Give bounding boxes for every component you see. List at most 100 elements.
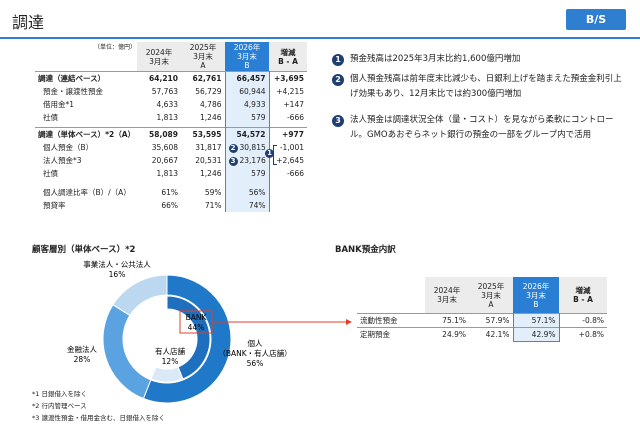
- outer-segment: [112, 274, 168, 317]
- row-label: 社債: [43, 169, 58, 178]
- row-label: 定期預金: [360, 330, 390, 340]
- column-header: 増減 B - A: [559, 277, 607, 314]
- marker: 3: [228, 156, 238, 166]
- label-line: 12%: [162, 357, 179, 366]
- value: +4,215: [276, 87, 304, 96]
- table-row: 社債 1,813 1,246 579 -666: [35, 167, 307, 180]
- segment-label: BANK 44%: [186, 313, 208, 332]
- value: 20,531: [195, 156, 222, 165]
- rule: [0, 37, 640, 39]
- table-row: 預金・譲渡性預金 57,763 56,729 60,944 +4,215: [35, 85, 307, 98]
- cell: 66,457: [224, 71, 270, 85]
- cell: +147: [269, 98, 307, 111]
- note-marker: 1: [332, 54, 344, 66]
- cell: 74%: [224, 199, 270, 212]
- note: 3 法人預金は調達状況全体（量・コスト）を見ながら柔軟にコントロール。GMOあおぞ…: [332, 113, 630, 143]
- table-row: 法人預金*3 20,667 20,531 3 23,176 +2,645: [35, 154, 307, 167]
- cell: -666: [269, 167, 307, 180]
- value: 31,817: [195, 143, 222, 152]
- table-row: 借用金*1 4,633 4,786 4,933 +147: [35, 98, 307, 111]
- row-label: 預金・譲渡性預金: [43, 87, 103, 96]
- segment-label: 個人（BANK・有人店舗） 56%: [218, 338, 291, 368]
- cell: 56%: [224, 186, 270, 199]
- title: 調達: [12, 13, 45, 32]
- cell: 59%: [181, 186, 225, 199]
- value: +977: [282, 130, 304, 139]
- cell: 579: [224, 167, 270, 180]
- cell: +4,215: [269, 85, 307, 98]
- row-label: 調達（単体ベース）*2（A）: [35, 127, 137, 141]
- value: 66,457: [236, 74, 266, 83]
- cell: 60,944: [224, 85, 270, 98]
- spacer: [35, 180, 307, 186]
- value: 1,246: [200, 169, 222, 178]
- cell: 64,210: [137, 71, 181, 85]
- header-row: （単位：億円） 2024年 3月末 2025年 3月末 A 2026年 3月末 B 増減…: [35, 42, 307, 72]
- value: 4,933: [244, 100, 266, 109]
- value: 66%: [161, 201, 178, 210]
- footnote: *3 譲渡性預金・借用金含む、日銀借入を除く: [32, 414, 165, 422]
- value: 4,786: [200, 100, 222, 109]
- spacer-cell: [224, 180, 270, 186]
- cell: 1,813: [137, 167, 181, 180]
- header-row: 2024年 3月末 2025年 3月末 A 2026年 3月末 B 増減 B - A: [357, 277, 607, 314]
- cell: 4,933: [224, 98, 270, 111]
- note-marker: 3: [332, 115, 344, 127]
- cell: 53,595: [181, 127, 225, 141]
- label-line: 16%: [109, 270, 126, 279]
- column-header: 2024年 3月末: [425, 277, 469, 314]
- column-header: 増減 B - A: [269, 42, 307, 72]
- row-label: 預貸率: [43, 201, 66, 210]
- label-line: 44%: [188, 323, 205, 332]
- value: 71%: [204, 201, 222, 210]
- label-line: BANK: [186, 313, 208, 322]
- cell: 75.1%: [442, 316, 466, 325]
- note: 1 預金残高は2025年3月末比約1,600億円増加: [332, 52, 630, 67]
- cell: 3 23,176: [224, 154, 270, 167]
- value: 1,813: [156, 113, 178, 122]
- table-row: 個人預金（B） 35,608 31,817 2 30,815 -1,001: [35, 141, 307, 154]
- value: 30,815: [239, 142, 266, 152]
- cell: 579: [224, 111, 270, 124]
- value: +3,695: [273, 74, 304, 83]
- value: -666: [286, 169, 304, 178]
- donut-title: 顧客層別（単体ベース）*2: [32, 245, 136, 255]
- value: 56%: [248, 188, 266, 197]
- cell: 35,608: [137, 141, 181, 154]
- value: 62,761: [192, 74, 222, 83]
- value: 74%: [248, 201, 266, 210]
- cell: 57.9%: [485, 316, 510, 325]
- badge: B/S: [566, 9, 626, 30]
- value: 60,944: [239, 87, 266, 96]
- cell: -0.8%: [582, 316, 604, 325]
- outer-segment: [102, 304, 152, 400]
- column-header: 2025年 3月末 A: [469, 277, 513, 314]
- table-row: 調達（単体ベース）*2（A） 58,089 53,595 54,572 +977: [35, 127, 307, 141]
- value: +2,645: [276, 156, 304, 165]
- value: 35,608: [151, 143, 178, 152]
- row-label: 個人調達比率（B）/（A）: [43, 188, 131, 197]
- footnote: *2 行内管理ベース: [32, 402, 87, 410]
- value: 23,176: [239, 155, 266, 165]
- table-row: 個人調達比率（B）/（A） 61% 59% 56%: [35, 186, 307, 199]
- cell: 54,572: [224, 127, 270, 141]
- table-row: 預貸率 66% 71% 74%: [35, 199, 307, 212]
- segment-label: 金融法人 28%: [67, 344, 97, 364]
- cell: 1,246: [181, 111, 225, 124]
- cell: 4,633: [137, 98, 181, 111]
- value: 1,813: [156, 169, 178, 178]
- row-label: 調達（連結ベース）: [35, 71, 137, 85]
- label-line: 56%: [247, 359, 264, 368]
- cell: 1,813: [137, 111, 181, 124]
- value: 56,729: [195, 87, 222, 96]
- column-header: 2024年 3月末: [137, 42, 181, 72]
- cell: 56,729: [181, 85, 225, 98]
- label-line: （BANK・有人店舗）: [218, 348, 291, 358]
- value: 58,089: [149, 130, 178, 139]
- spacer-cell: [224, 124, 270, 128]
- column-header: 2026年 3月末 B: [513, 277, 559, 314]
- value: -666: [286, 113, 304, 122]
- label-line: 事業法人・公共法人: [83, 259, 151, 269]
- table-row: 流動性預金 75.1% 57.9% 57.1% -0.8%: [357, 313, 607, 328]
- unit: （単位：億円）: [93, 44, 136, 51]
